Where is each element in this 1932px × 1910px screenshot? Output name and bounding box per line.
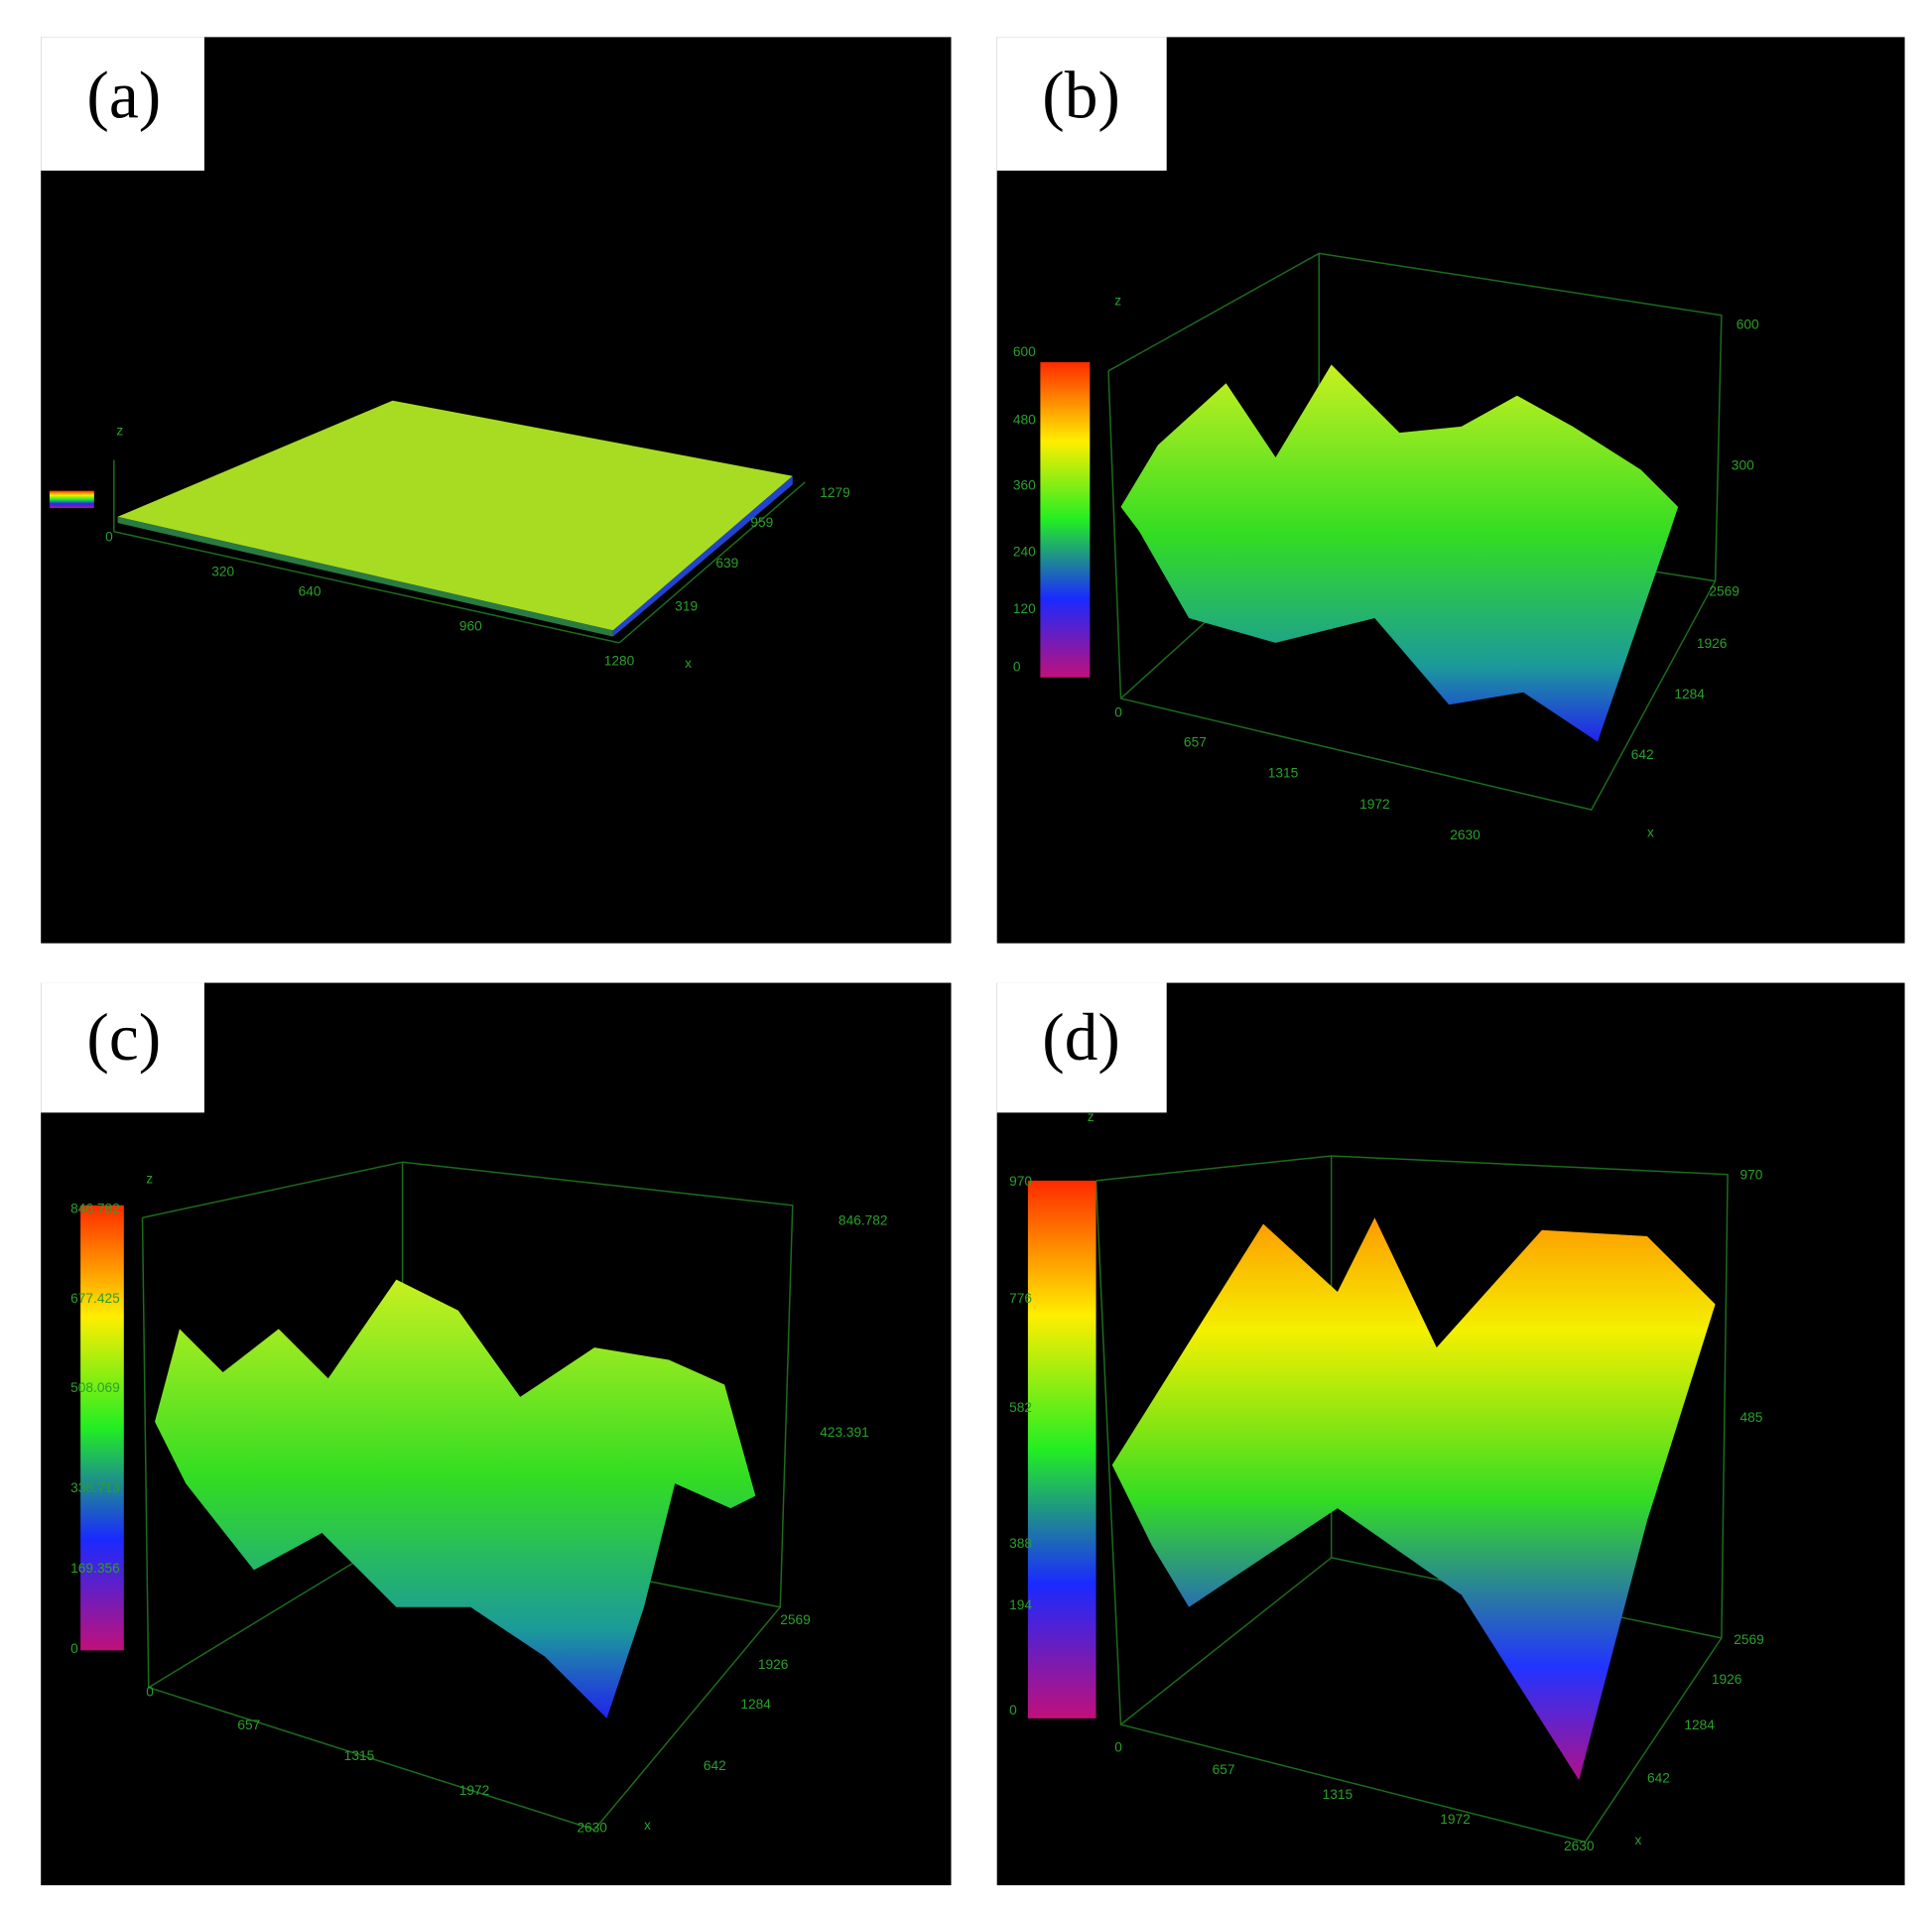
x-tick-label: 1972 — [459, 1783, 490, 1798]
y-tick-label: 2569 — [1709, 584, 1739, 599]
colorbar-label: 0 — [70, 1641, 78, 1656]
label-box — [996, 37, 1167, 171]
label-box — [41, 37, 204, 171]
panel-label: (d) — [1042, 1000, 1120, 1075]
colorbar-label: 508.069 — [70, 1380, 120, 1395]
x-axis-label: x — [1647, 826, 1654, 840]
colorbar-label: 120 — [1013, 601, 1036, 616]
z-tick-label: 423.391 — [820, 1425, 869, 1440]
y-tick-label: 2569 — [1734, 1632, 1764, 1647]
x-tick-label: 0 — [146, 1684, 154, 1699]
z-tick-label: 600 — [1737, 317, 1759, 331]
colorbar-label: 240 — [1013, 545, 1036, 560]
colorbar-label: 0 — [1013, 660, 1021, 675]
label-box — [996, 982, 1167, 1113]
colorbar-label: 388 — [1009, 1536, 1032, 1551]
surface-a — [49, 400, 806, 644]
colorbar-label: 970 — [1009, 1174, 1032, 1189]
panel-label: (b) — [1042, 58, 1120, 132]
y-tick-label: 1279 — [820, 485, 850, 500]
y-tick-label: 642 — [704, 1758, 726, 1773]
y-tick-label: 959 — [750, 515, 773, 530]
y-tick-label: 1926 — [758, 1657, 789, 1672]
x-tick-label: 1315 — [1323, 1787, 1353, 1802]
panel-label: (a) — [86, 58, 161, 132]
x-axis-label: x — [685, 656, 692, 671]
x-tick-label: 320 — [211, 565, 234, 579]
label-box — [41, 982, 204, 1113]
colorbar-label: 677.425 — [70, 1291, 120, 1306]
z-tick-label: 300 — [1732, 457, 1754, 472]
z-axis-label: z — [1088, 1109, 1095, 1124]
x-tick-label: 960 — [459, 618, 482, 633]
z-tick-label: 970 — [1740, 1168, 1763, 1183]
x-tick-label: 2630 — [1450, 828, 1481, 842]
z-tick-label: 485 — [1740, 1410, 1763, 1425]
x-tick-label: 640 — [299, 584, 322, 599]
colorbar-label: 582 — [1009, 1400, 1032, 1415]
x-tick-label: 1972 — [1359, 797, 1390, 812]
y-tick-label: 642 — [1647, 1771, 1670, 1786]
colorbar-label: 360 — [1013, 477, 1036, 492]
z-tick-label: 846.782 — [838, 1213, 888, 1228]
panel-label: (c) — [86, 1000, 161, 1075]
colorbar-label: 338.713 — [70, 1480, 120, 1495]
y-tick-label: 642 — [1631, 747, 1654, 762]
y-tick-label: 1284 — [740, 1697, 771, 1712]
y-tick-label: 1284 — [1674, 687, 1705, 701]
x-tick-label: 657 — [237, 1718, 260, 1732]
colorbar-label: 0 — [1009, 1703, 1017, 1718]
x-tick-label: 1972 — [1440, 1812, 1471, 1827]
x-tick-label: 0 — [1114, 1740, 1122, 1755]
x-tick-label: 0 — [1114, 705, 1122, 720]
colorbar-label: 846.782 — [70, 1201, 120, 1215]
y-tick-label: 319 — [675, 599, 698, 614]
x-axis-label: x — [1634, 1833, 1641, 1847]
colorbar-label: 480 — [1013, 412, 1036, 427]
x-tick-label: 2630 — [577, 1821, 607, 1836]
colorbar-label: 600 — [1013, 344, 1036, 359]
origin-label: 0 — [105, 530, 113, 545]
surface-b — [1040, 252, 1723, 811]
surface-c — [80, 1161, 794, 1831]
x-tick-label: 657 — [1213, 1762, 1235, 1777]
y-tick-label: 1926 — [1712, 1672, 1742, 1687]
x-tick-label: 1315 — [344, 1748, 375, 1763]
z-axis-label: z — [116, 424, 123, 439]
x-tick-label: 1280 — [604, 653, 635, 668]
z-axis-label: z — [1114, 294, 1121, 309]
colorbar-label: 169.356 — [70, 1561, 120, 1576]
y-tick-label: 1284 — [1684, 1718, 1715, 1732]
x-axis-label: x — [644, 1818, 651, 1833]
z-axis-label: z — [146, 1171, 153, 1186]
colorbar-label: 776 — [1009, 1291, 1032, 1306]
x-tick-label: 1315 — [1268, 766, 1299, 781]
x-tick-label: 2630 — [1564, 1839, 1595, 1853]
y-tick-label: 1926 — [1697, 636, 1728, 651]
colorbar-label: 194 — [1009, 1597, 1032, 1612]
y-tick-label: 639 — [715, 556, 738, 571]
surface-d — [1027, 1155, 1729, 1844]
y-tick-label: 2569 — [780, 1612, 811, 1627]
x-tick-label: 657 — [1184, 735, 1207, 750]
